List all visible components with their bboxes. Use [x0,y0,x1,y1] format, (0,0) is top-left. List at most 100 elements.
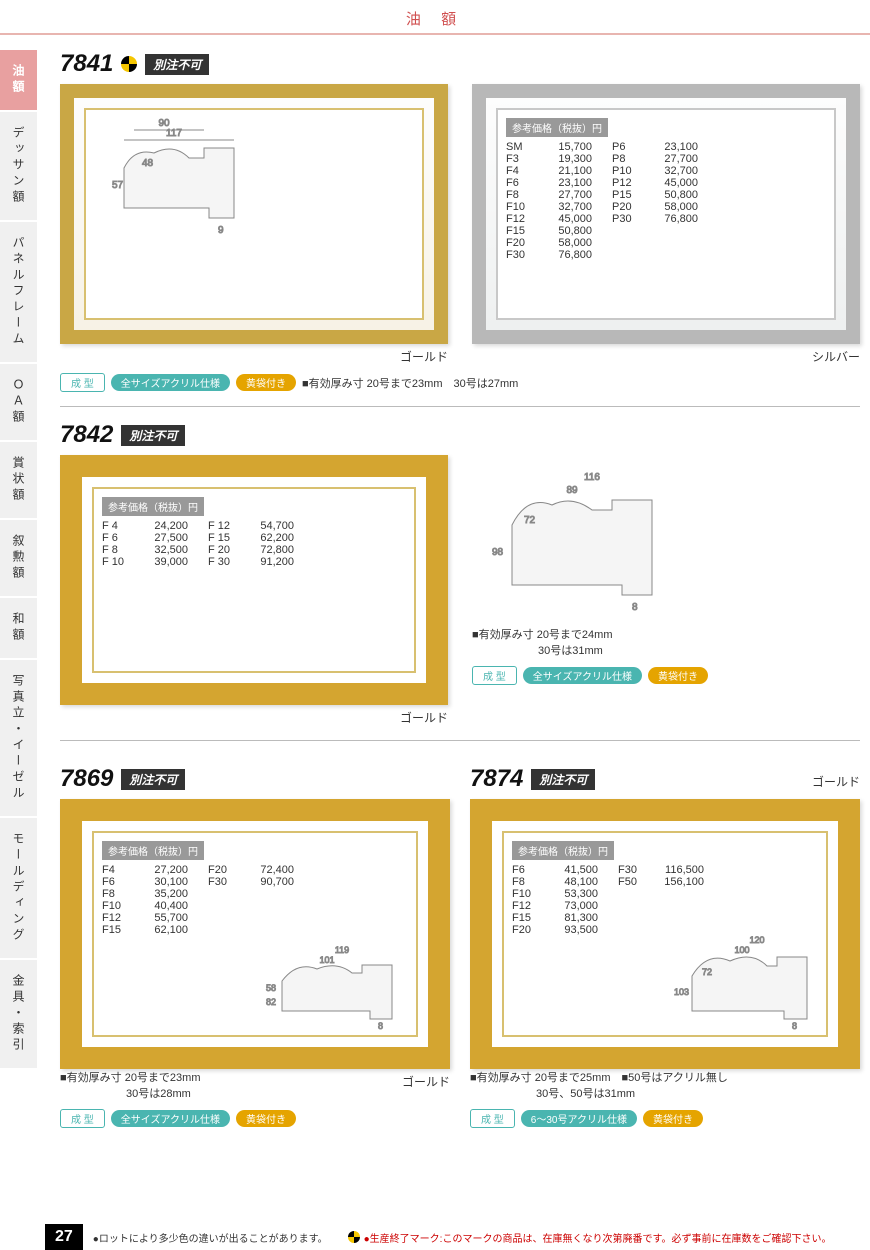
sidebar-item[interactable]: 金具・索引 [0,960,37,1070]
price-row: F1245,000 [506,213,592,225]
spec-text-7874: ■有効厚み寸 20号まで25mm ■50号はアクリル無し 30号、50号は31m… [470,1069,860,1101]
sidebar-nav: 油額デッサン額パネルフレームＯＡ額賞状額叙勲額和額写真立・イーゼルモールディング… [0,50,42,1200]
price-row: F1273,000 [512,900,598,912]
sidebar-item[interactable]: ＯＡ額 [0,364,37,442]
profile-diagram-7841: 117 90 57 48 9 [94,118,274,238]
price-row: F835,200 [102,888,188,900]
price-row: F1032,700 [506,201,592,213]
price-row: P2058,000 [612,201,698,213]
price-row: F 424,200 [102,520,188,532]
price-row: P827,700 [612,153,698,165]
price-row: F827,700 [506,189,592,201]
profile-diagram-7869: 119 101 58 82 8 [262,941,412,1031]
noorder-badge: 別注不可 [121,425,185,446]
svg-text:119: 119 [335,945,349,955]
sidebar-item[interactable]: 賞状額 [0,442,37,520]
price-row: P3076,800 [612,213,698,225]
acrylic-tag: 全サイズアクリル仕様 [111,1110,230,1127]
sidebar-item[interactable]: 写真立・イーゼル [0,660,37,818]
frame-7874-gold: 参考価格（税抜）円 F641,500F848,100F1053,300F1273… [470,799,860,1069]
price-row: F1581,300 [512,912,598,924]
page-title: 油 額 [0,0,870,35]
price-row: F848,100 [512,876,598,888]
price-row: F1550,800 [506,225,592,237]
product-number: 7869 [60,765,113,793]
svg-text:98: 98 [492,547,504,558]
price-row: F319,300 [506,153,592,165]
price-row: F3090,700 [208,876,294,888]
price-table-7869: F427,200F630,100F835,200F1040,400F1255,7… [102,864,408,936]
frame-7841-silver: 参考価格（税抜）円 SM15,700F319,300F421,100F623,1… [472,84,860,344]
svg-text:90: 90 [158,118,170,129]
price-row: F 1039,000 [102,556,188,568]
price-table-7842: F 424,200F 627,500F 832,500F 1039,000 F 1… [102,520,406,568]
acrylic-tag: 全サイズアクリル仕様 [523,667,642,684]
sidebar-item[interactable]: 叙勲額 [0,520,37,598]
bag-tag: 黄袋付き [643,1110,703,1127]
profile-diagram-7874: 120 100 72 103 8 [672,931,822,1031]
target-icon [348,1231,360,1243]
product-number: 7842 [60,421,113,449]
price-row: F427,200 [102,864,188,876]
price-header: 参考価格（税抜）円 [512,841,614,860]
price-row: F 832,500 [102,544,188,556]
svg-text:116: 116 [584,472,600,483]
mold-tag: 成 型 [60,1109,105,1128]
price-header: 参考価格（税抜）円 [506,118,608,137]
svg-text:8: 8 [378,1021,383,1031]
sidebar-item[interactable]: デッサン額 [0,112,37,222]
svg-text:82: 82 [266,997,276,1007]
color-label-gold: ゴールド [402,1073,450,1101]
svg-text:100: 100 [734,945,749,955]
frame-7842-gold: 参考価格（税抜）円 F 424,200F 627,500F 832,500F 1… [60,455,448,705]
svg-text:72: 72 [702,967,712,977]
price-row: F3076,800 [506,249,592,261]
page-number: 27 [45,1224,83,1250]
sidebar-item[interactable]: パネルフレーム [0,222,37,364]
price-row: F2093,500 [512,924,598,936]
sidebar-item[interactable]: モールディング [0,818,37,960]
sidebar-item[interactable]: 油額 [0,50,37,112]
price-table-7874: F641,500F848,100F1053,300F1273,000F1581,… [512,864,818,936]
price-row: F1053,300 [512,888,598,900]
product-header-7874: 7874 別注不可 ゴールド [470,765,860,793]
svg-text:8: 8 [792,1021,797,1031]
price-row: F50156,100 [618,876,704,888]
footer-warning: ●生産終了マーク:このマークの商品は、在庫無くなり次第廃番です。必ず事前に在庫数… [348,1230,832,1245]
mold-tag: 成 型 [472,666,517,685]
price-header: 参考価格（税抜）円 [102,841,204,860]
acrylic-tag: 全サイズアクリル仕様 [111,374,230,391]
color-label-gold: ゴールド [60,348,448,365]
spec-text-7842: ■有効厚み寸 20号まで24mm 30号は31mm [472,626,860,658]
product-number: 7841 [60,50,113,78]
price-row: F623,100 [506,177,592,189]
bag-tag: 黄袋付き [236,1110,296,1127]
price-row: SM15,700 [506,141,592,153]
price-row: F641,500 [512,864,598,876]
price-row: F 3091,200 [208,556,294,568]
price-table-7841: SM15,700F319,300F421,100F623,100F827,700… [506,141,826,261]
price-row: F 2072,800 [208,544,294,556]
price-row: F 627,500 [102,532,188,544]
price-row: F30116,500 [618,864,704,876]
price-row: F1040,400 [102,900,188,912]
svg-text:72: 72 [524,515,536,526]
page-footer: 27 ●ロットにより多少色の違いが出ることがあります。 ●生産終了マーク:このマ… [0,1224,870,1250]
frame-7869-gold: 参考価格（税抜）円 F427,200F630,100F835,200F1040,… [60,799,450,1069]
price-row: F1255,700 [102,912,188,924]
price-header: 参考価格（税抜）円 [102,497,204,516]
svg-text:89: 89 [566,485,578,496]
product-header-7842: 7842 別注不可 [60,421,860,449]
price-row: F630,100 [102,876,188,888]
svg-text:58: 58 [266,983,276,993]
spec-text-7841: ■有効厚み寸 20号まで23mm 30号は27mm [302,375,518,391]
acrylic-range-tag: 6～30号アクリル仕様 [521,1110,637,1127]
mold-tag: 成 型 [470,1109,515,1128]
price-row: F 1562,200 [208,532,294,544]
price-row: P1032,700 [612,165,698,177]
bag-tag: 黄袋付き [648,667,708,684]
footer-note: ●ロットにより多少色の違いが出ることがあります。 [93,1230,328,1245]
sidebar-item[interactable]: 和額 [0,598,37,660]
color-label-gold: ゴールド [60,709,448,726]
svg-text:48: 48 [142,158,154,169]
